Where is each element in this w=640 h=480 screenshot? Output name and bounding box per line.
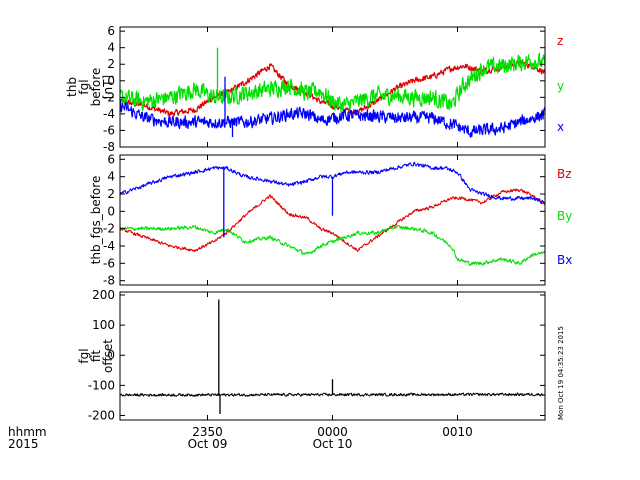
y-axis-label-line: thb [65, 77, 79, 97]
y-tick-label: 200 [92, 288, 115, 302]
y-tick-label: -8 [103, 274, 115, 288]
y-axis-label-line: thb_fgs_before [89, 176, 103, 265]
y-axis-label-line: before [89, 68, 103, 107]
y-tick-label: 6 [107, 24, 115, 38]
y-tick-label: 2 [107, 57, 115, 71]
series-group [120, 161, 545, 267]
x-tick-date-label: Oct 09 [188, 437, 228, 451]
x-tick-time-label: 2350 [192, 425, 223, 439]
series-group [120, 299, 545, 414]
y-tick-label: 6 [107, 152, 115, 166]
y-axis-label-line: fgl [77, 79, 91, 94]
y-tick-label: 4 [107, 170, 115, 184]
x-tick-time-label: 0010 [442, 425, 473, 439]
legend-item-Bx: Bx [557, 253, 572, 267]
y-axis-label-line: [nT] [101, 75, 115, 99]
y-tick-label: 4 [107, 41, 115, 55]
legends: z y x Bz By Bx [557, 34, 572, 267]
y-axis-label-line: fgl [77, 348, 91, 363]
y-tick-label: -4 [103, 239, 115, 253]
timestamp-label: Mon Oct 19 04:35:23 2015 [557, 326, 565, 420]
panels: 6420-2-4-6-8thbfglbefore[nT]6420-2-4-6-8… [65, 24, 546, 422]
legend-item-x: x [557, 120, 564, 134]
y-tick-label: -4 [103, 107, 115, 121]
legend-item-z: z [557, 34, 563, 48]
y-tick-label: 0 [107, 204, 115, 218]
y-tick-label: 100 [92, 318, 115, 332]
y-tick-label: -6 [103, 256, 115, 270]
x-tick-date-label: Oct 10 [313, 437, 353, 451]
y-axis-label-line: offset [101, 339, 115, 373]
y-tick-label: 0 [107, 348, 115, 362]
legend-item-y: y [557, 79, 564, 93]
footer-unit-label: hhmm [8, 425, 47, 439]
y-axis-label-line: fit [89, 350, 103, 363]
y-tick-label: -2 [103, 222, 115, 236]
y-tick-label: -200 [88, 408, 115, 422]
series-group [120, 47, 545, 138]
y-tick-label: -2 [103, 90, 115, 104]
legend-item-By: By [557, 209, 572, 223]
footer-year-label: 2015 [8, 437, 39, 451]
y-tick-label: -8 [103, 140, 115, 154]
series-line-z [120, 59, 545, 117]
series-line-By [120, 224, 545, 267]
y-tick-label: -6 [103, 123, 115, 137]
series-line-y [120, 52, 545, 113]
series-line-x [120, 99, 545, 138]
legend-item-Bz: Bz [557, 167, 572, 181]
y-tick-label: 0 [107, 74, 115, 88]
y-tick-label: -100 [88, 378, 115, 392]
y-tick-label: 2 [107, 187, 115, 201]
series-line-Bz [120, 188, 545, 252]
x-tick-time-label: 0000 [317, 425, 348, 439]
